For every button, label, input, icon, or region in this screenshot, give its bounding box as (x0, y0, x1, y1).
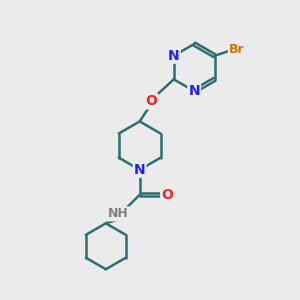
Text: N: N (134, 163, 146, 177)
Text: O: O (161, 188, 173, 202)
Text: N: N (168, 49, 180, 63)
Text: Br: Br (229, 44, 244, 56)
Text: O: O (146, 94, 158, 108)
Text: N: N (188, 84, 200, 98)
Text: NH: NH (108, 207, 129, 220)
